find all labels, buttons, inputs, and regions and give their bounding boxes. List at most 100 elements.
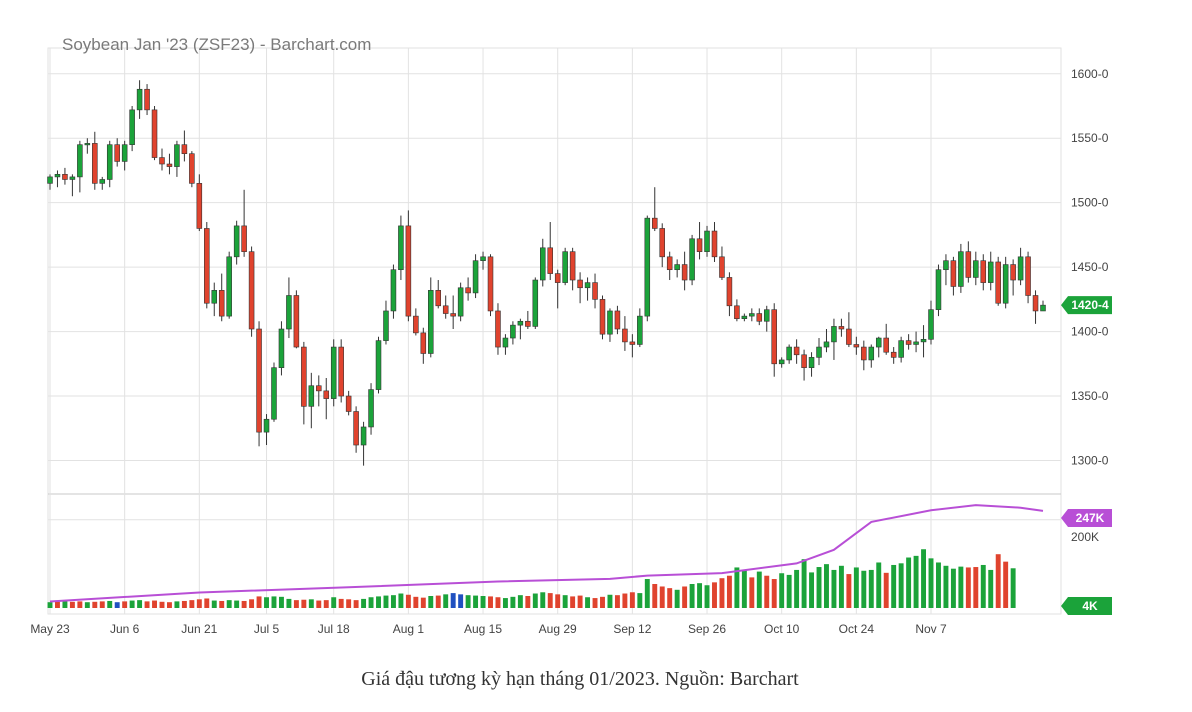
candle-body — [950, 260, 957, 287]
price-badges: 1420-4 247K 4K — [1061, 296, 1112, 615]
candle — [861, 340, 867, 371]
volume-bar — [637, 593, 643, 608]
volume-bar — [495, 597, 501, 608]
candle — [644, 215, 651, 322]
candle-body — [980, 260, 987, 283]
candle — [487, 254, 494, 317]
candle — [1040, 300, 1046, 312]
candle-body — [786, 346, 792, 361]
volume-bar — [69, 601, 75, 608]
volume-bar — [831, 569, 837, 608]
candle-body — [756, 313, 763, 322]
candle — [674, 259, 680, 278]
candle-body — [99, 179, 106, 184]
candle-body — [816, 346, 822, 358]
candle-body — [69, 176, 76, 180]
candle-body — [263, 418, 270, 433]
candle — [928, 300, 934, 345]
candle-body — [763, 309, 770, 322]
candle-body — [472, 260, 479, 294]
volume-bar — [674, 589, 680, 608]
volume-bar — [689, 584, 695, 608]
candle — [666, 251, 673, 281]
candle-body — [726, 277, 733, 307]
volume-bar — [816, 567, 822, 608]
volume-bar — [84, 602, 90, 608]
candle-body — [54, 174, 61, 178]
candle — [756, 308, 763, 326]
candle — [465, 277, 471, 301]
candle-body — [943, 260, 949, 271]
volume-bar — [741, 569, 747, 608]
candle-body — [987, 261, 994, 283]
candle — [54, 170, 61, 188]
candle-body — [958, 251, 964, 287]
volume-bar — [913, 555, 919, 608]
candle — [316, 375, 322, 407]
candle-body — [353, 411, 359, 446]
candle — [390, 264, 397, 319]
volume-bar — [659, 586, 665, 608]
volume-bar — [278, 596, 284, 608]
candle — [330, 339, 337, 407]
candle — [241, 189, 247, 257]
candle — [883, 323, 889, 355]
candle — [353, 406, 359, 453]
last-price-badge-shape — [1061, 296, 1112, 315]
volume-bar — [166, 602, 172, 608]
volume-bar — [1003, 561, 1009, 608]
volume-bar — [943, 565, 949, 608]
volume-bar — [390, 595, 396, 608]
volume-bar — [398, 593, 404, 608]
candle — [77, 140, 83, 193]
volume-bar — [480, 596, 486, 608]
volume-bar — [861, 570, 867, 608]
candle-body — [47, 176, 53, 184]
candle — [525, 310, 531, 330]
candle-body — [480, 256, 486, 261]
candle-body — [562, 251, 568, 283]
candle-body — [554, 273, 561, 283]
volume-bar — [137, 600, 143, 608]
open-interest-badge-text: 247K — [1076, 511, 1105, 525]
candle-body — [525, 320, 531, 327]
volume-bar — [323, 600, 329, 608]
candle-body — [569, 251, 576, 281]
candle-body — [465, 287, 471, 294]
candle-body — [360, 426, 367, 446]
candle-body — [345, 395, 352, 412]
candle-body — [84, 143, 91, 146]
candle-body — [428, 290, 434, 354]
volume-bar — [928, 558, 934, 608]
candle-body — [114, 144, 120, 162]
candle — [442, 295, 449, 319]
last-price-badge-text: 1420-4 — [1071, 298, 1109, 312]
candle-body — [1002, 264, 1009, 304]
candle — [174, 140, 180, 177]
candle — [569, 247, 576, 291]
volume-bar — [405, 594, 411, 608]
candle-body — [330, 346, 337, 399]
date-tick-label: Aug 29 — [539, 622, 577, 636]
candle — [480, 251, 486, 270]
candle — [106, 140, 113, 188]
volume-bar — [936, 562, 941, 608]
candle — [913, 331, 919, 353]
candle-body — [301, 346, 307, 407]
candle — [159, 148, 165, 171]
candle — [211, 282, 218, 317]
date-tick-label: Sep 26 — [688, 622, 726, 636]
volume-bar — [876, 562, 882, 608]
candle-body — [241, 225, 247, 252]
volume-bar — [585, 597, 591, 608]
volume-bar — [577, 595, 583, 608]
volume-bar — [950, 568, 956, 608]
volume-bar — [256, 596, 262, 608]
candle — [495, 303, 501, 355]
volume-bar — [428, 596, 434, 608]
candle — [719, 246, 725, 281]
volume-bar — [883, 572, 889, 608]
candle — [345, 390, 352, 416]
candle-body — [256, 328, 262, 433]
volume-bar — [614, 595, 620, 608]
